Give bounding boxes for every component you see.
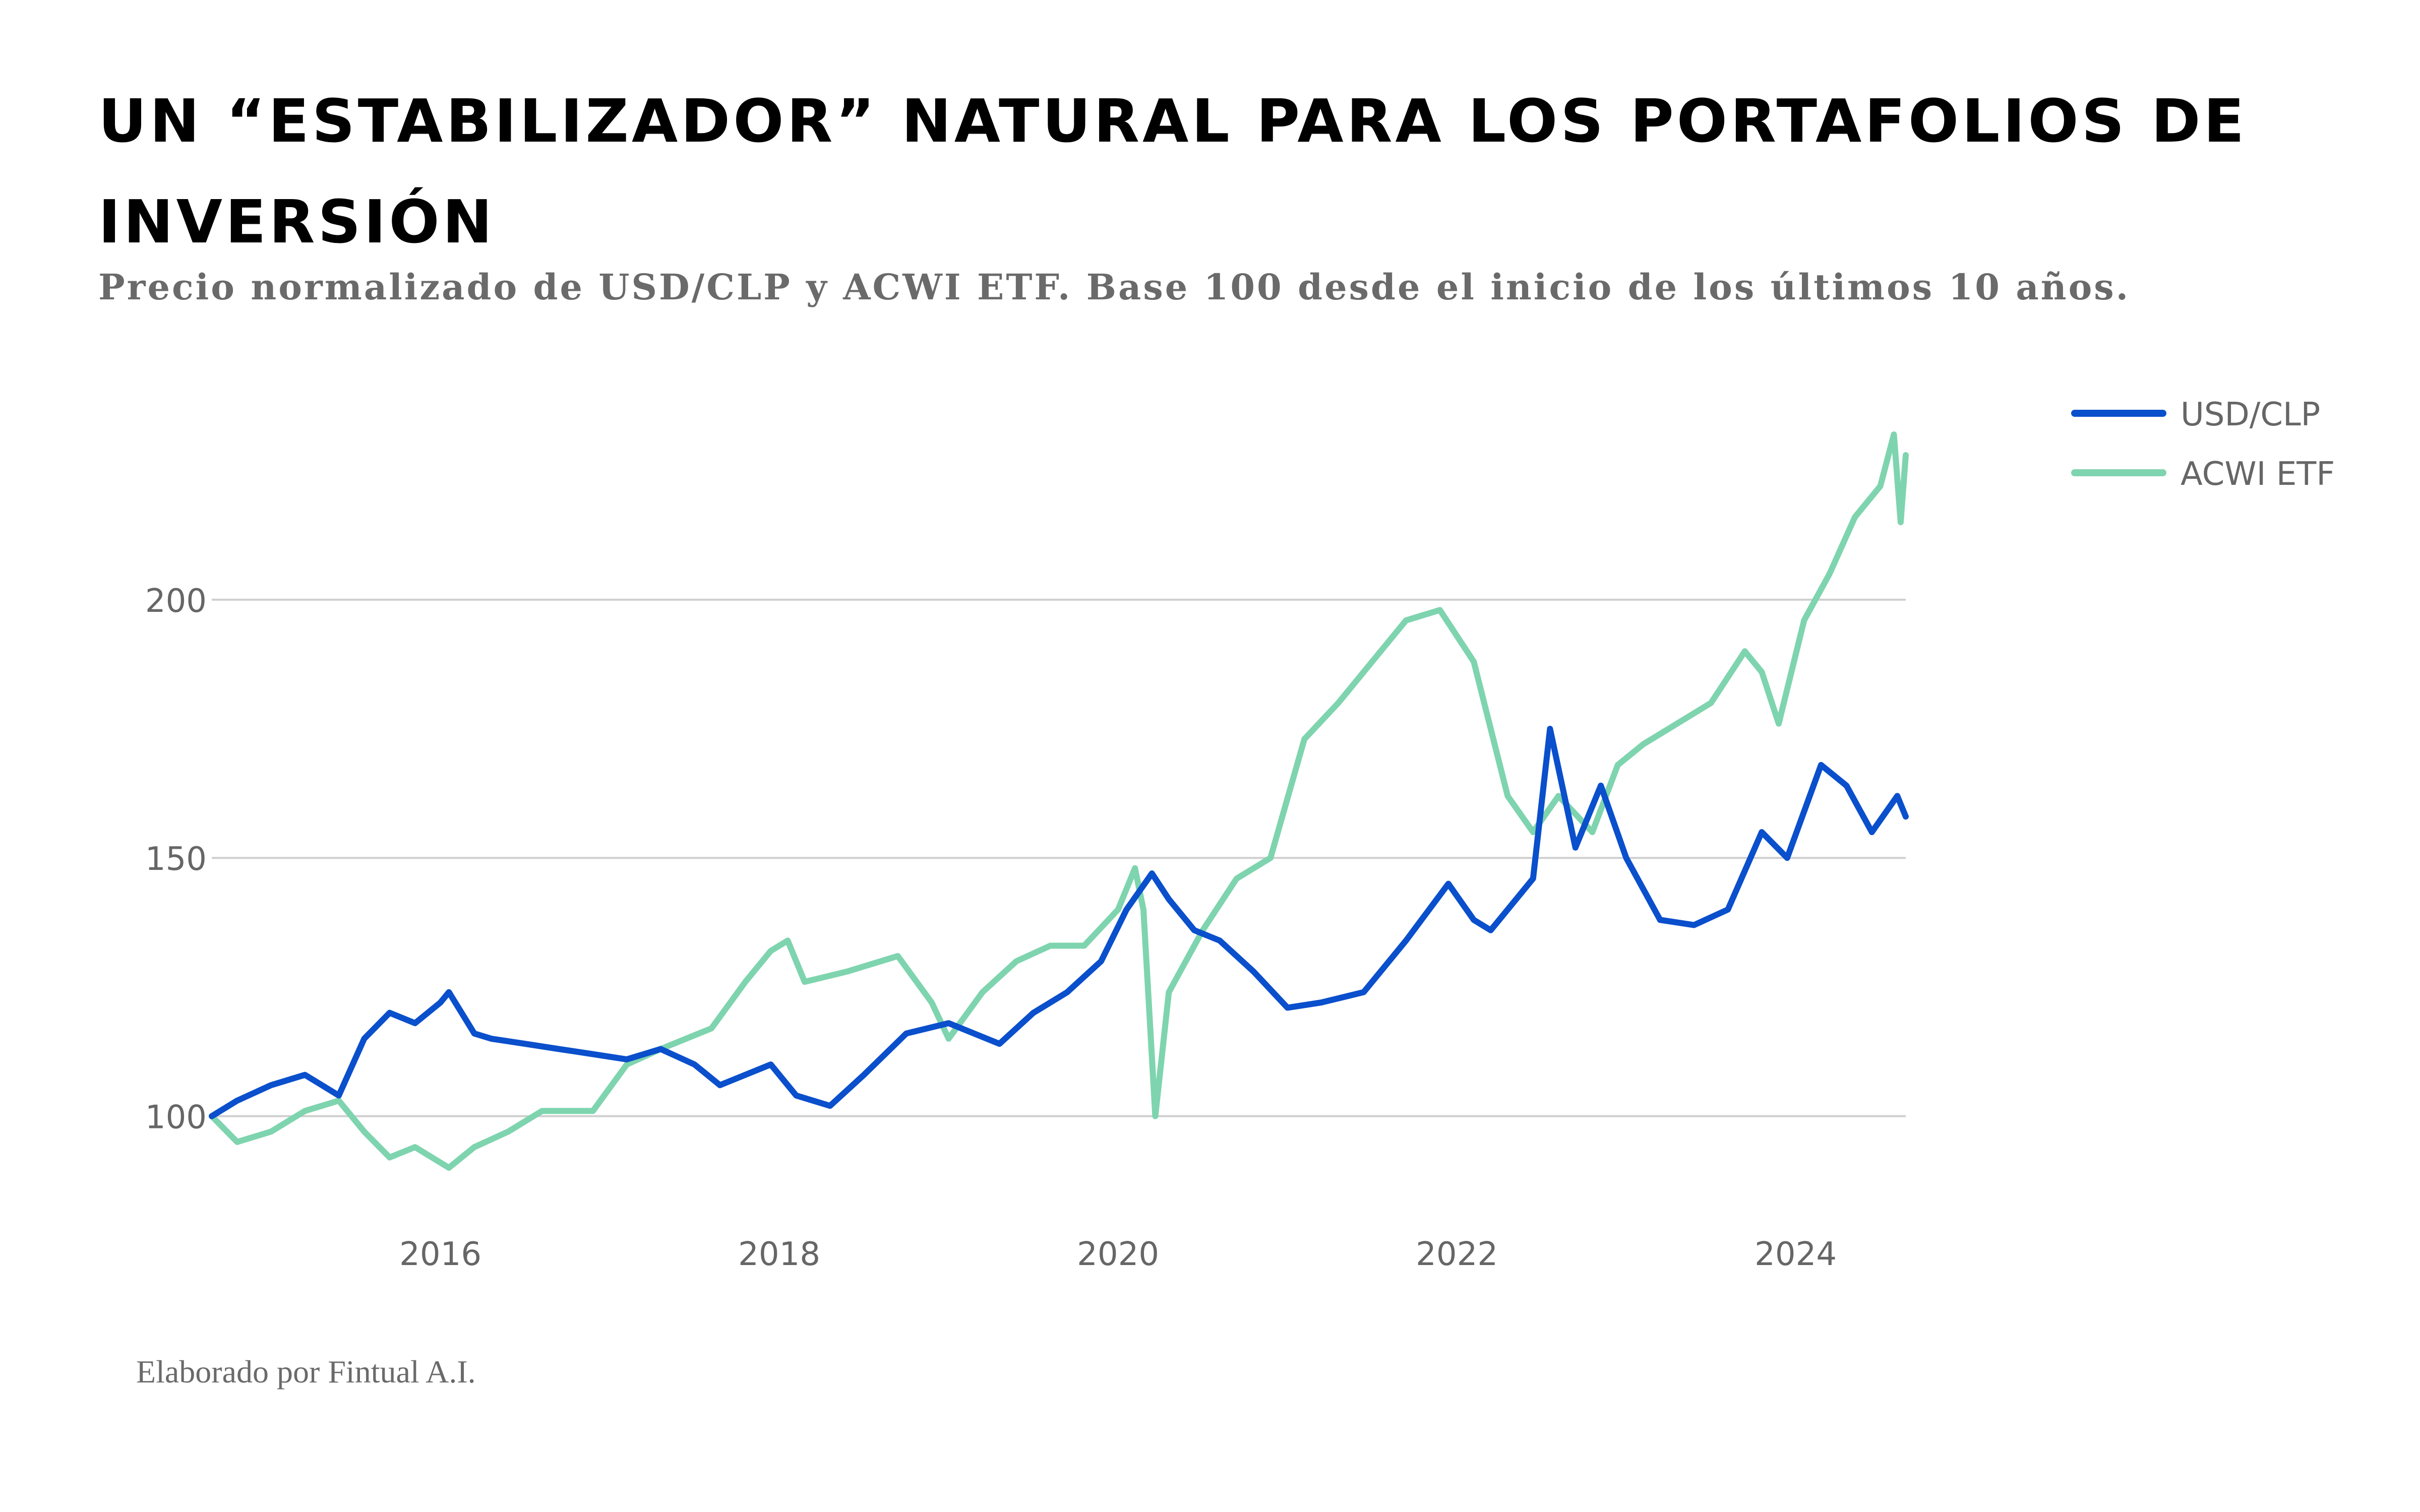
y-tick-label-150: 150 [145,841,207,878]
x-tick-label-2022: 2022 [1416,1236,1498,1273]
legend-label-usd-clp: USD/CLP [2181,396,2320,433]
series-line-acwi-etf [209,431,1909,1171]
legend-label-acwi-etf: ACWI ETF [2181,456,2335,493]
chart-legend: USD/CLP ACWI ETF [2071,396,2335,493]
chart-subtitle: Precio normalizado de USD/CLP y ACWI ETF… [98,266,2131,308]
y-axis-ticks: 100 150 200 [145,583,207,1137]
series-layer [209,431,1909,1171]
x-axis-ticks: 2016 2018 2020 2022 2024 [399,1236,1837,1273]
x-tick-label-2018: 2018 [738,1236,820,1273]
x-tick-label-2020: 2020 [1077,1236,1159,1273]
grid-layer [212,598,1906,1117]
x-tick-label-2024: 2024 [1754,1236,1837,1273]
series-line-usd-clp [209,726,1909,1119]
y-tick-label-100: 100 [145,1099,207,1137]
x-tick-label-2016: 2016 [399,1236,481,1273]
chart-title: UN “ESTABILIZADOR” NATURAL PARA LOS PORT… [98,86,2248,257]
source-note: Elaborado por Fintual A.I. [136,1354,476,1390]
y-tick-label-200: 200 [145,583,207,620]
